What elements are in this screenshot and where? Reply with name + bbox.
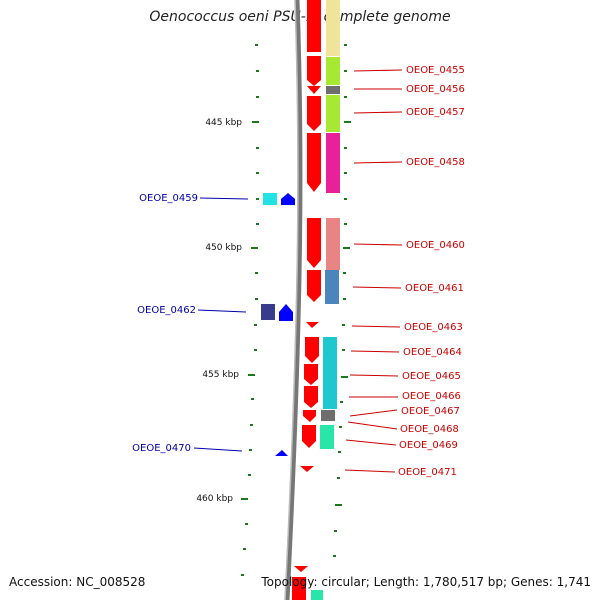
gene-label-oeoe-0461[interactable]: OEOE_0461 bbox=[405, 283, 464, 294]
gene-arrow-oeoe-0462[interactable] bbox=[279, 304, 293, 321]
gene-arrow-oeoe-0459[interactable] bbox=[281, 193, 295, 205]
annotation-block-0456 bbox=[326, 86, 340, 94]
right-leader-lines bbox=[344, 69, 403, 473]
annotation-block-0467 bbox=[321, 410, 335, 421]
gene-block-oeoe-0462[interactable] bbox=[261, 304, 275, 320]
gene-arrow-oeoe-0466[interactable] bbox=[304, 386, 318, 408]
annotation-block-0464 bbox=[323, 337, 337, 409]
gene-arrow-oeoe-0455[interactable] bbox=[307, 56, 321, 86]
annotation-block-0458 bbox=[326, 133, 340, 193]
gene-block-bottom[interactable] bbox=[292, 577, 306, 600]
reverse-strand-genes bbox=[261, 193, 295, 456]
gene-arrow-oeoe-0457[interactable] bbox=[307, 96, 321, 131]
annotation-block-0461 bbox=[325, 270, 339, 304]
gene-label-oeoe-0469[interactable]: OEOE_0469 bbox=[399, 440, 458, 451]
gene-label-oeoe-0470[interactable]: OEOE_0470 bbox=[132, 443, 191, 454]
left-leader-lines bbox=[193, 197, 249, 452]
gene-arrow-oeoe-0454[interactable] bbox=[307, 0, 321, 52]
gene-arrow-oeoe-0464[interactable] bbox=[305, 337, 319, 363]
accession-text: Accession: NC_008528 bbox=[9, 575, 146, 589]
annotation-blocks bbox=[311, 0, 340, 600]
right-tick-ring bbox=[333, 44, 351, 557]
left-gene-labels: OEOE_0459 OEOE_0462 OEOE_0470 bbox=[132, 193, 198, 454]
gene-label-oeoe-0455[interactable]: OEOE_0455 bbox=[406, 65, 465, 76]
gene-arrow-oeoe-0461[interactable] bbox=[307, 270, 321, 302]
gene-label-oeoe-0460[interactable]: OEOE_0460 bbox=[406, 240, 465, 251]
gene-arrow-oeoe-0456[interactable] bbox=[307, 86, 321, 94]
gene-arrow-oeoe-0463[interactable] bbox=[306, 322, 319, 328]
scale-label-450: 450 kbp bbox=[205, 243, 242, 253]
gene-label-oeoe-0467[interactable]: OEOE_0467 bbox=[401, 406, 460, 417]
right-gene-labels: OEOE_0455 OEOE_0456 OEOE_0457 OEOE_0458 … bbox=[398, 65, 465, 478]
gene-arrow-oeoe-0469[interactable] bbox=[302, 425, 316, 448]
gene-arrow-next[interactable] bbox=[294, 566, 308, 572]
genome-summary-text: Topology: circular; Length: 1,780,517 bp… bbox=[261, 575, 591, 589]
gene-label-oeoe-0462[interactable]: OEOE_0462 bbox=[137, 305, 196, 316]
gene-arrow-oeoe-0471[interactable] bbox=[300, 466, 314, 472]
scale-label-445: 445 kbp bbox=[205, 118, 242, 128]
annotation-block-0460 bbox=[326, 218, 340, 270]
gene-label-oeoe-0459[interactable]: OEOE_0459 bbox=[139, 193, 198, 204]
gene-label-oeoe-0464[interactable]: OEOE_0464 bbox=[403, 347, 462, 358]
gene-label-oeoe-0466[interactable]: OEOE_0466 bbox=[402, 391, 461, 402]
annotation-block-0454 bbox=[326, 0, 340, 56]
gene-label-oeoe-0471[interactable]: OEOE_0471 bbox=[398, 467, 457, 478]
gene-arrow-oeoe-0467[interactable] bbox=[303, 410, 316, 422]
gene-arrow-oeoe-0460[interactable] bbox=[307, 218, 321, 268]
annotation-block-0469 bbox=[320, 425, 334, 449]
forward-strand-genes bbox=[292, 0, 321, 600]
scale-label-460: 460 kbp bbox=[196, 494, 233, 504]
annotation-block-bottom bbox=[311, 590, 323, 600]
genome-backbone bbox=[284, 0, 303, 600]
gene-label-oeoe-0468[interactable]: OEOE_0468 bbox=[400, 424, 459, 435]
gene-arrow-oeoe-0470[interactable] bbox=[275, 450, 288, 456]
gene-block-oeoe-0459[interactable] bbox=[263, 193, 277, 205]
scale-label-455: 455 kbp bbox=[202, 370, 239, 380]
gene-arrow-oeoe-0458[interactable] bbox=[307, 133, 321, 192]
annotation-block-0457 bbox=[326, 95, 340, 132]
left-tick-ring bbox=[241, 44, 259, 576]
gene-label-oeoe-0463[interactable]: OEOE_0463 bbox=[404, 322, 463, 333]
gene-label-oeoe-0456[interactable]: OEOE_0456 bbox=[406, 84, 465, 95]
genome-backbone-highlight bbox=[284, 0, 299, 600]
gene-arrow-oeoe-0465[interactable] bbox=[304, 364, 318, 385]
gene-label-oeoe-0465[interactable]: OEOE_0465 bbox=[402, 371, 461, 382]
gene-label-oeoe-0457[interactable]: OEOE_0457 bbox=[406, 107, 465, 118]
annotation-block-0455 bbox=[326, 57, 340, 85]
gene-label-oeoe-0458[interactable]: OEOE_0458 bbox=[406, 157, 465, 168]
